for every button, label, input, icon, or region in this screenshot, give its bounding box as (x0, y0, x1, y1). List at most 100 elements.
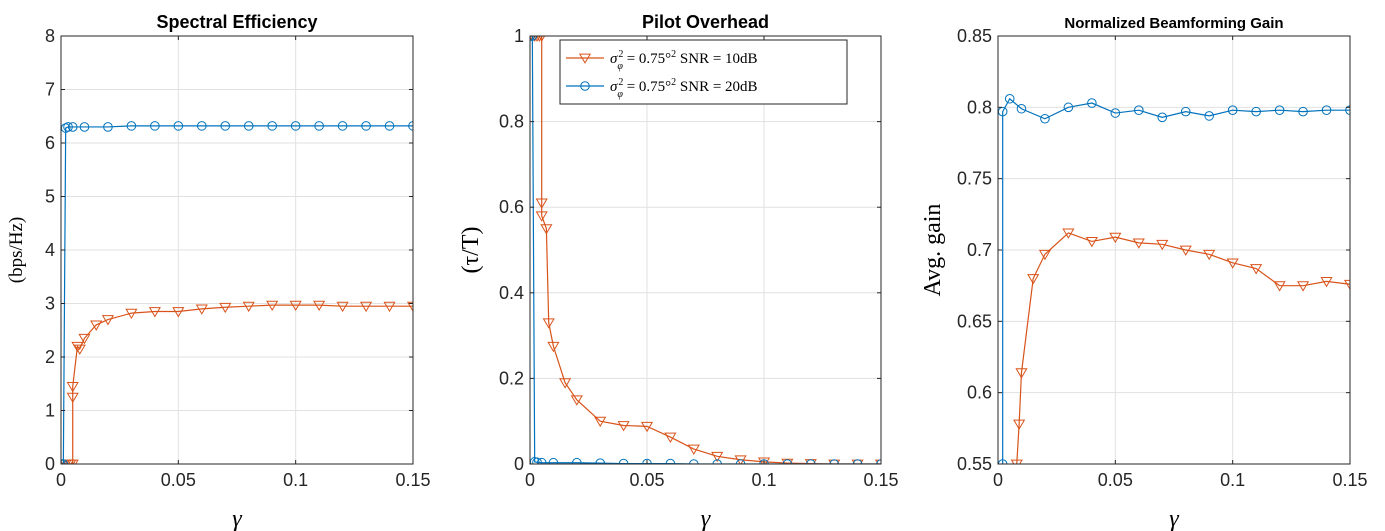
legend-text-part: 2 (618, 49, 623, 60)
data-point (1250, 264, 1263, 275)
data-point (172, 307, 185, 318)
data-point (570, 395, 583, 406)
axes-box (529, 35, 882, 465)
data-point (998, 459, 1008, 464)
chart-panel-1: 0 0.05 0.1 0.15 0 1 2 3 4 5 6 7 8 Spectral Efficiency… (6, 12, 431, 531)
data-point (150, 121, 160, 131)
y-tick-label: 2 (45, 347, 55, 367)
data-point (383, 301, 396, 313)
x-tick-label: 0 (56, 470, 66, 490)
data-point (173, 121, 184, 131)
data-point (1320, 276, 1333, 288)
data-point (1343, 279, 1350, 291)
y-tick-label: 0.7 (967, 240, 992, 260)
legend-text-part: SNR = 10dB (676, 51, 757, 67)
data-point (532, 457, 542, 464)
data-point (266, 300, 279, 312)
data-point (1273, 281, 1286, 292)
data-point (408, 121, 413, 131)
y-axis-label: Avg. gain (920, 204, 946, 297)
series-line (61, 304, 413, 464)
data-point (687, 444, 700, 455)
data-point (1298, 106, 1308, 117)
chart-panel-3: 0 0.05 0.1 0.15 0.55 0.6 0.65 0.7 0.75 0.8 0.85 Nor… (920, 15, 1368, 531)
legend-text-part: SNR = 20dB (676, 79, 757, 95)
data-point (782, 459, 793, 464)
data-point (125, 308, 138, 320)
data-point (289, 300, 302, 312)
data-point (71, 341, 84, 353)
x-tick-label: 0 (993, 470, 1003, 490)
legend-label: σ2 φ = 0.75°2 SNR = 20dB (610, 77, 758, 100)
data-point (126, 121, 137, 131)
data-point (1226, 258, 1239, 269)
y-tick-label: 4 (45, 240, 55, 260)
legend-entry-snr-20db: σ2 φ = 0.75°2 SNR = 20dB (566, 77, 758, 100)
plot-area (61, 121, 413, 464)
data-point (361, 121, 371, 131)
data-point (66, 459, 79, 464)
legend-marker (578, 53, 592, 64)
data-point (759, 459, 769, 464)
data-point (617, 421, 630, 432)
data-point (66, 382, 79, 393)
legend-text-part: σ (610, 51, 618, 67)
data-point (101, 315, 115, 326)
data-point (1132, 238, 1145, 249)
x-tick-label: 0.15 (863, 470, 898, 490)
data-point (336, 301, 349, 313)
data-point (61, 459, 69, 464)
data-point (1027, 274, 1040, 285)
y-tick-label: 0.4 (499, 283, 524, 303)
y-tick-label: 0.6 (499, 197, 524, 217)
y-tick-label: 3 (45, 294, 55, 314)
x-tick-label: 0.05 (161, 470, 196, 490)
series-snr-10db (1010, 228, 1350, 464)
data-point (1109, 232, 1122, 244)
y-tick-label: 7 (45, 80, 55, 100)
data-point (219, 302, 232, 314)
data-point (197, 121, 207, 131)
legend-text-part: = 0.75° (623, 79, 671, 95)
data-point (1010, 459, 1023, 464)
legend-text-part: = 0.75° (623, 51, 671, 67)
chart-panel-2: 0 0.05 0.1 0.15 0 0.2 0.4 0.6 0.8 1 Pilot Overhead… (458, 12, 899, 531)
data-point (535, 198, 548, 209)
data-point (78, 333, 91, 345)
y-tick-label: 0.8 (967, 97, 992, 117)
data-point (640, 421, 654, 433)
data-point (1157, 112, 1168, 123)
x-tick-label: 0.05 (629, 470, 664, 490)
x-axis-label: γ (701, 506, 711, 531)
x-tick-label: 0.15 (395, 470, 430, 490)
data-point (735, 459, 746, 464)
data-point (220, 121, 231, 131)
data-point (572, 457, 582, 464)
series-snr-20db (61, 121, 413, 464)
y-tick-label: 1 (45, 401, 55, 421)
data-point (1004, 93, 1015, 104)
data-point (359, 301, 373, 313)
data-point (148, 307, 161, 318)
data-point (1038, 249, 1052, 261)
data-point (1204, 111, 1214, 121)
data-point (712, 459, 722, 464)
y-tick-label: 0.85 (957, 26, 992, 46)
y-tick-label: 0.2 (499, 368, 524, 388)
data-point (1085, 237, 1098, 248)
data-point (1134, 105, 1144, 115)
legend-text-part: 2 (671, 49, 676, 60)
y-tick-label: 1 (514, 26, 524, 46)
y-tick-label: 0 (514, 454, 524, 474)
data-point (711, 451, 724, 463)
y-tick-label: 8 (45, 26, 55, 46)
data-point (1227, 105, 1238, 115)
y-tick-label: 0 (45, 454, 55, 474)
x-tick-label: 0.05 (1098, 470, 1133, 490)
data-point (1203, 249, 1216, 261)
data-point (1062, 228, 1075, 239)
data-point (63, 122, 73, 132)
data-point (1180, 106, 1191, 117)
data-point (73, 344, 86, 355)
data-point (1087, 98, 1097, 108)
